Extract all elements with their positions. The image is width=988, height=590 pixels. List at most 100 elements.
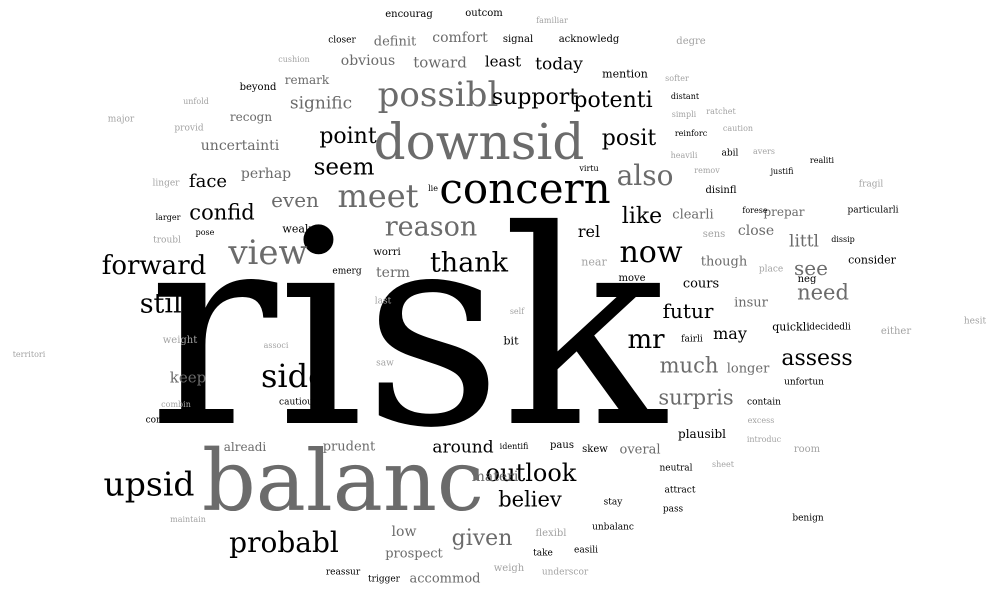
word-cloud-term: mention [602, 67, 648, 81]
word-cloud-term: pose [195, 228, 215, 237]
word-cloud-term: around [432, 437, 494, 458]
word-cloud-term: posit [601, 126, 657, 151]
word-cloud-term: plausibl [678, 427, 726, 441]
word-cloud-term: abil [721, 148, 739, 159]
word-cloud-term: near [581, 255, 607, 269]
word-cloud-term: virtu [579, 164, 599, 173]
word-cloud-term: least [484, 52, 522, 71]
word-cloud-term: today [535, 54, 583, 75]
word-cloud-term: outcom [465, 8, 503, 19]
word-cloud-term: identifi [499, 442, 529, 451]
word-cloud-term: balanc [202, 432, 484, 530]
word-cloud-term: signal [502, 34, 534, 45]
word-cloud-term: reinforc [674, 129, 708, 138]
word-cloud-term: bit [503, 334, 519, 348]
word-cloud-term: stay [603, 497, 623, 508]
word-cloud-term: term [376, 265, 410, 281]
word-cloud-term: underscor [541, 567, 589, 578]
word-cloud-term: maintain [170, 515, 206, 524]
word-cloud-term: point [319, 124, 377, 149]
word-cloud-term: emerg [332, 266, 362, 277]
word-cloud-term: cautiou [279, 397, 313, 408]
word-cloud-term: room [793, 444, 821, 455]
word-cloud-term: forward [101, 251, 207, 281]
word-cloud-term: though [700, 254, 748, 270]
word-cloud-term: pass [662, 504, 684, 515]
word-cloud-term: view [228, 233, 308, 273]
word-cloud-term: overal [619, 442, 661, 458]
word-cloud-term: distant [670, 92, 700, 101]
word-cloud-term: much [659, 353, 719, 378]
word-cloud-term: comfort [432, 30, 488, 46]
word-cloud-term: familiar [536, 16, 568, 25]
word-cloud-term: need [797, 280, 849, 305]
word-cloud-term: neutral [659, 463, 693, 474]
word-cloud-term: dissip [831, 235, 855, 244]
word-cloud-term: cours [682, 276, 720, 292]
word-cloud-term: forese [742, 206, 768, 215]
word-cloud-term: consider [848, 253, 896, 267]
word-cloud-term: support [491, 85, 579, 110]
word-cloud-term: place [758, 264, 784, 275]
word-cloud-term: now [619, 235, 683, 270]
word-cloud-term: weigh [493, 563, 525, 574]
word-cloud-term: given [451, 526, 513, 551]
word-cloud-term: downsid [373, 113, 585, 171]
word-cloud-term: beyond [239, 82, 277, 93]
word-cloud-term: clearli [672, 207, 714, 223]
word-cloud-term: prudent [322, 439, 376, 455]
word-cloud-term: last [374, 296, 392, 307]
word-cloud-term: side [260, 357, 328, 395]
word-cloud-term: face [188, 171, 228, 192]
word-cloud-term: remark [284, 73, 330, 87]
word-cloud-term: meet [337, 177, 419, 215]
word-cloud-term: saw [376, 358, 394, 369]
word-cloud-term: weight [162, 335, 198, 346]
word-cloud-term: acknowledg [558, 34, 620, 45]
word-cloud-term: encourag [385, 9, 433, 20]
word-cloud-term: troubl [153, 235, 181, 246]
word-cloud-term: unbalanc [592, 522, 634, 533]
word-cloud-term: even [271, 188, 319, 212]
word-cloud-term: futur [662, 299, 714, 323]
word-cloud-term: simpli [671, 110, 697, 119]
word-cloud-term: littl [789, 231, 819, 252]
word-cloud-term: accommod [409, 571, 481, 587]
word-cloud-term: unfortun [784, 377, 824, 388]
word-cloud-term: thank [429, 247, 509, 279]
word-cloud-term: definit [373, 34, 417, 50]
word-cloud-term: perhap [240, 166, 292, 182]
word-cloud-term: territori [12, 350, 46, 359]
word-cloud-term: prepar [763, 205, 805, 219]
word-cloud-term: contain [747, 397, 781, 408]
word-cloud-term: lie [428, 184, 438, 193]
word-cloud-term: uncertainti [200, 138, 280, 154]
word-cloud-term: reason [384, 211, 478, 243]
word-cloud-term: take [533, 548, 553, 559]
word-cloud-term: low [391, 524, 417, 540]
word-cloud-term: associ [263, 341, 289, 350]
word-cloud-term: easili [574, 545, 598, 556]
word-cloud-term: still [139, 288, 191, 320]
word-cloud-term: remov [694, 166, 720, 175]
word-cloud-term: either [880, 326, 912, 337]
word-cloud-term: close [737, 223, 775, 239]
word-cloud-term: avers [753, 147, 775, 156]
word-cloud-term: assess [781, 346, 853, 371]
word-cloud-term: reassur [325, 567, 361, 578]
word-cloud-term: sens [702, 229, 726, 240]
word-cloud-term: confront [145, 415, 185, 426]
word-cloud-term: larger [155, 213, 181, 222]
word-cloud-term: confid [189, 200, 255, 225]
word-cloud-term: combin [161, 400, 191, 409]
word-cloud-term: concern [439, 164, 611, 213]
word-cloud-term: major [107, 114, 135, 125]
word-cloud-term: signific [289, 93, 353, 114]
word-cloud-term: benign [792, 513, 824, 524]
word-cloud-term: see [794, 256, 828, 280]
word-cloud-term: worri [373, 247, 401, 258]
word-cloud-term: decidedli [809, 322, 851, 333]
word-cloud-term: heavili [670, 151, 698, 160]
word-cloud-term: seem [313, 154, 375, 181]
word-cloud-term: unfold [183, 97, 209, 106]
